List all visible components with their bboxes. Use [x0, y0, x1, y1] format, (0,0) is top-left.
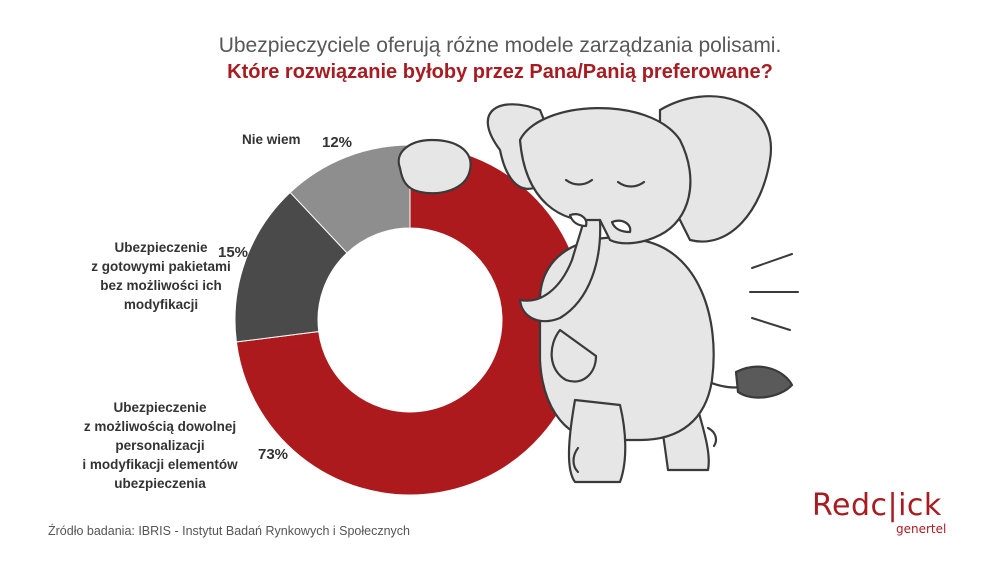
motion-lines	[749, 253, 799, 331]
redclick-logo: Redc|ick	[812, 488, 942, 523]
donut-chart	[234, 144, 586, 496]
elephant-illustration	[397, 95, 794, 484]
data-label-personalizacja: 73%	[258, 446, 289, 463]
source-note: Źródło badania: IBRIS - Instytut Badań R…	[48, 524, 410, 538]
label-nie-wiem: Nie wiem	[242, 132, 301, 147]
label-gotowe-pakiety: Ubezpieczenie z gotowymi pakietami bez m…	[91, 240, 231, 312]
label-personalizacja: Ubezpieczenie z możliwością dowolnej per…	[82, 400, 238, 491]
data-label-nie-wiem: 12%	[322, 134, 353, 151]
genertel-logo-sub: genertel	[896, 522, 947, 536]
chart-subtitle: Które rozwiązanie byłoby przez Pana/Pani…	[227, 61, 773, 83]
data-label-gotowe-pakiety: 15%	[218, 244, 249, 261]
chart-title: Ubezpieczyciele oferują różne modele zar…	[218, 34, 782, 57]
